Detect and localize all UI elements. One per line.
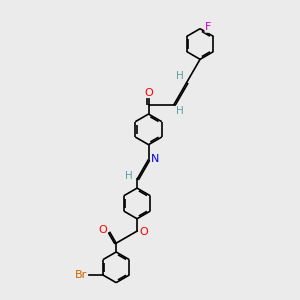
Text: H: H (125, 171, 133, 181)
Text: F: F (205, 22, 212, 32)
Text: H: H (176, 71, 184, 81)
Text: N: N (151, 154, 159, 164)
Text: O: O (99, 225, 107, 235)
Text: O: O (139, 227, 148, 237)
Text: Br: Br (75, 270, 87, 280)
Text: O: O (144, 88, 153, 98)
Text: H: H (176, 106, 184, 116)
